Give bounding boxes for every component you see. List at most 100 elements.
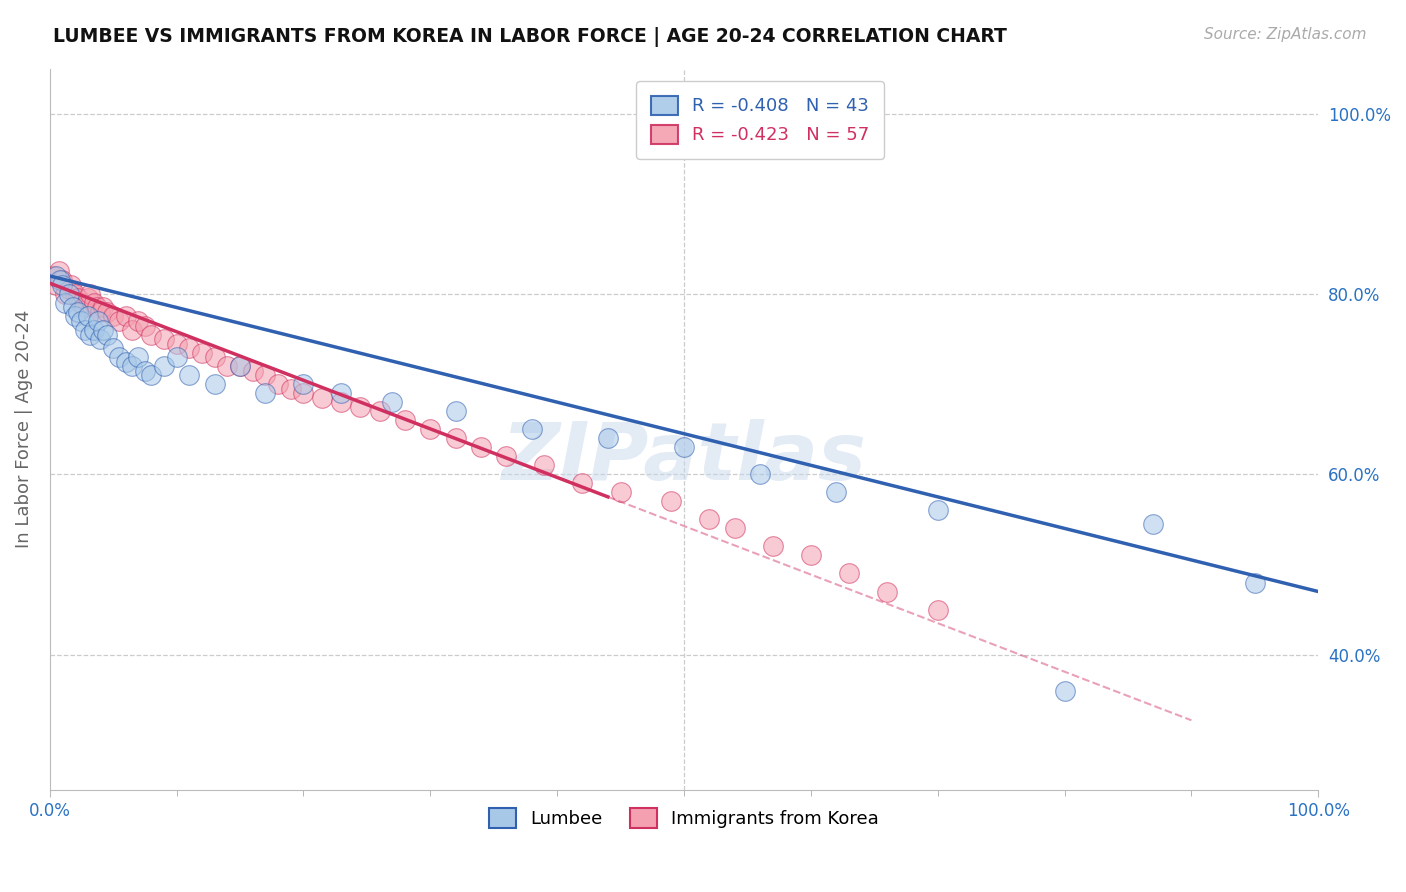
Point <box>381 395 404 409</box>
Point <box>609 485 631 500</box>
Point <box>53 296 76 310</box>
Point <box>254 368 277 383</box>
Point <box>51 273 73 287</box>
Point <box>127 314 149 328</box>
Point <box>121 323 143 337</box>
Point <box>191 345 214 359</box>
Point <box>166 336 188 351</box>
Point <box>101 341 124 355</box>
Point <box>121 359 143 373</box>
Point <box>596 431 619 445</box>
Point <box>292 386 315 401</box>
Y-axis label: In Labor Force | Age 20-24: In Labor Force | Age 20-24 <box>15 310 32 549</box>
Point <box>134 318 156 333</box>
Point <box>229 359 252 373</box>
Point <box>444 431 467 445</box>
Point <box>876 584 898 599</box>
Point <box>66 292 89 306</box>
Point <box>927 602 949 616</box>
Text: LUMBEE VS IMMIGRANTS FROM KOREA IN LABOR FORCE | AGE 20-24 CORRELATION CHART: LUMBEE VS IMMIGRANTS FROM KOREA IN LABOR… <box>53 27 1007 46</box>
Point <box>394 413 416 427</box>
Point <box>153 359 176 373</box>
Point <box>724 521 747 535</box>
Point <box>349 400 371 414</box>
Point <box>89 332 111 346</box>
Point <box>48 264 70 278</box>
Point <box>127 350 149 364</box>
Point <box>70 314 93 328</box>
Point <box>229 359 252 373</box>
Point <box>83 296 105 310</box>
Point <box>83 323 105 337</box>
Point <box>63 287 86 301</box>
Point <box>330 395 353 409</box>
Point <box>267 377 290 392</box>
Point <box>444 404 467 418</box>
Point <box>62 301 84 315</box>
Point <box>1142 516 1164 531</box>
Point <box>179 368 201 383</box>
Point <box>79 327 101 342</box>
Point <box>66 305 89 319</box>
Point <box>330 386 353 401</box>
Point <box>311 391 333 405</box>
Point <box>73 301 96 315</box>
Point <box>75 323 97 337</box>
Point <box>96 327 118 342</box>
Point <box>53 287 76 301</box>
Point <box>762 540 785 554</box>
Point <box>108 314 131 328</box>
Point <box>749 467 772 482</box>
Point <box>571 476 593 491</box>
Point <box>825 485 848 500</box>
Point <box>42 268 65 283</box>
Point <box>166 350 188 364</box>
Point <box>280 382 302 396</box>
Legend: Lumbee, Immigrants from Korea: Lumbee, Immigrants from Korea <box>482 801 886 835</box>
Point <box>141 368 163 383</box>
Point <box>1243 575 1265 590</box>
Point <box>63 310 86 324</box>
Point <box>1053 683 1076 698</box>
Point <box>114 354 136 368</box>
Point <box>419 422 441 436</box>
Point <box>217 359 239 373</box>
Point <box>60 277 83 292</box>
Point <box>91 301 114 315</box>
Point <box>141 327 163 342</box>
Point <box>838 566 860 581</box>
Point <box>79 287 101 301</box>
Point <box>533 458 555 473</box>
Point <box>204 377 226 392</box>
Point <box>45 277 67 292</box>
Point <box>153 332 176 346</box>
Point <box>96 305 118 319</box>
Point <box>114 310 136 324</box>
Point <box>45 268 67 283</box>
Point <box>927 503 949 517</box>
Point <box>70 296 93 310</box>
Point <box>292 377 315 392</box>
Point <box>49 273 72 287</box>
Point <box>76 292 98 306</box>
Point <box>254 386 277 401</box>
Point <box>242 363 264 377</box>
Point <box>51 277 73 292</box>
Point <box>76 310 98 324</box>
Point <box>86 301 108 315</box>
Point <box>470 440 492 454</box>
Point <box>672 440 695 454</box>
Point <box>520 422 543 436</box>
Point <box>58 287 80 301</box>
Point <box>89 305 111 319</box>
Text: Source: ZipAtlas.com: Source: ZipAtlas.com <box>1204 27 1367 42</box>
Point <box>134 363 156 377</box>
Point <box>495 450 517 464</box>
Point <box>91 323 114 337</box>
Point <box>659 494 682 508</box>
Point <box>58 282 80 296</box>
Point <box>699 512 721 526</box>
Point <box>204 350 226 364</box>
Point <box>800 549 823 563</box>
Point <box>108 350 131 364</box>
